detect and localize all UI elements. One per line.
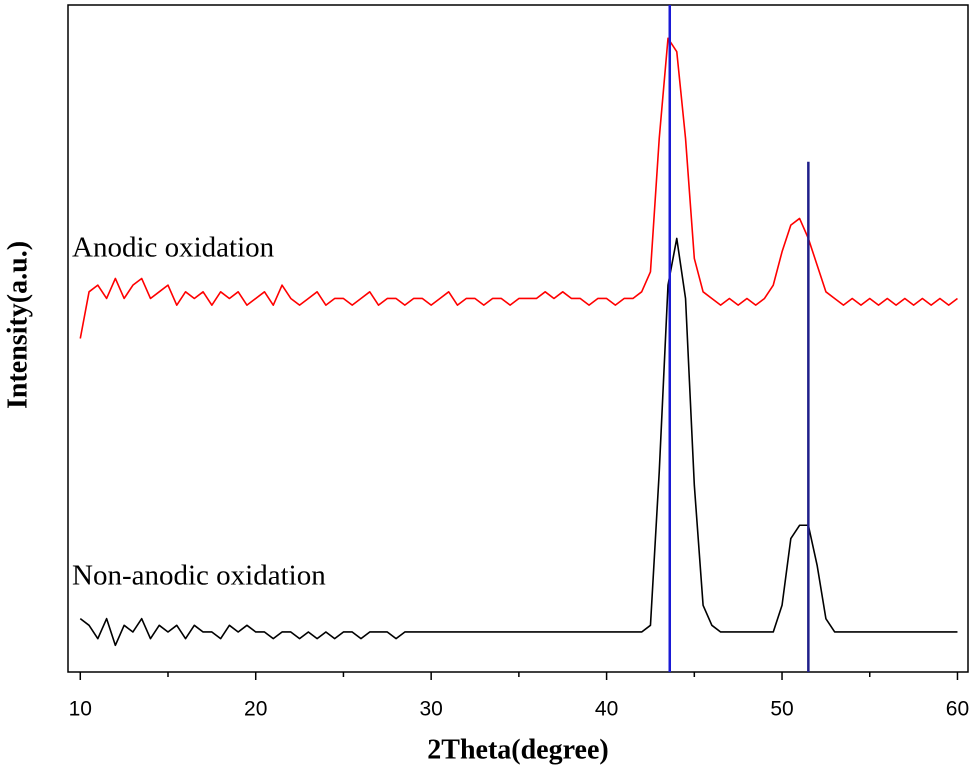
x-tick-label: 30 bbox=[419, 698, 442, 721]
x-tick-label: 10 bbox=[69, 698, 92, 721]
plot-frame bbox=[67, 4, 969, 673]
x-axis-title: 2Theta(degree) bbox=[427, 734, 608, 765]
data-line bbox=[79, 237, 958, 647]
x-tick-label: 40 bbox=[595, 698, 618, 721]
x-tick-label: 20 bbox=[244, 698, 267, 721]
x-tick-label: 60 bbox=[946, 698, 969, 721]
data-line bbox=[79, 37, 958, 339]
y-axis-title: Intensity(a.u.) bbox=[2, 241, 33, 409]
annotation: Anodic oxidation bbox=[72, 232, 275, 264]
x-tick-label: 50 bbox=[770, 698, 793, 721]
annotation: Non-anodic oxidation bbox=[72, 560, 326, 592]
